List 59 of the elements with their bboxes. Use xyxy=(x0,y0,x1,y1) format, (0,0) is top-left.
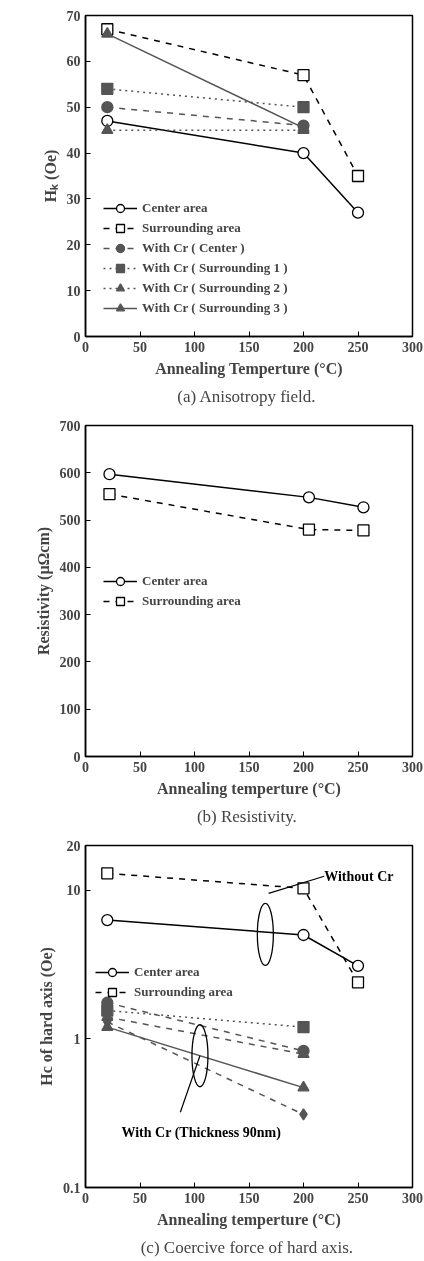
x-axis-title: Annealing temperture (°C) xyxy=(157,1210,341,1229)
x-tick-label: 100 xyxy=(184,339,205,355)
x-tick-label: 300 xyxy=(402,759,423,775)
legend-label: Surrounding area xyxy=(142,219,241,237)
annotation: Without Cr xyxy=(324,868,394,884)
text: (b) Resistivity. xyxy=(196,806,297,826)
x-tick-label: 200 xyxy=(293,339,314,355)
x-tick-label: 250 xyxy=(347,339,369,355)
y-axis-title: Hₖ (Oe) xyxy=(41,149,60,203)
x-tick-label: 250 xyxy=(347,1190,369,1206)
legend-label: With Cr ( Surrounding 2 ) xyxy=(142,279,288,297)
x-tick-label: 150 xyxy=(238,339,260,355)
y-tick-label: 700 xyxy=(59,418,81,434)
x-tick-label: 100 xyxy=(184,1190,205,1206)
y-tick-label: 500 xyxy=(59,513,81,529)
y-tick-label: 0 xyxy=(73,329,81,345)
y-tick-label: 300 xyxy=(59,607,81,623)
x-tick-label: 100 xyxy=(184,759,205,775)
y-tick-label: 400 xyxy=(59,560,81,576)
y-tick-label: 10 xyxy=(66,883,81,899)
legend-label: Surrounding area xyxy=(142,591,241,610)
x-tick-label: 200 xyxy=(293,759,314,775)
x-tick-label: 200 xyxy=(293,1190,314,1206)
x-tick-label: 150 xyxy=(238,1190,260,1206)
y-tick-label: 70 xyxy=(66,8,81,24)
text: (c) Coercive force of hard axis. xyxy=(140,1237,354,1257)
x-tick-label: 250 xyxy=(347,759,369,775)
x-tick-label: 50 xyxy=(133,1190,147,1206)
legend-label: Center area xyxy=(142,571,208,590)
legend-label: Surrounding area xyxy=(134,983,233,1001)
legend-label: With Cr ( Surrounding 3 ) xyxy=(142,299,288,317)
x-tick-label: 300 xyxy=(402,339,423,355)
y-tick-label: 20 xyxy=(66,838,81,854)
y-tick-label: 0.1 xyxy=(63,1180,81,1196)
legend-label: With Cr ( Surrounding 1 ) xyxy=(142,259,288,277)
y-tick-label: 20 xyxy=(66,237,81,253)
annotation: With Cr (Thickness 90nm) xyxy=(121,1125,282,1142)
y-tick-label: 10 xyxy=(66,283,81,299)
y-tick-label: 200 xyxy=(59,654,81,670)
y-tick-label: 0 xyxy=(73,749,81,765)
y-axis-title: Resistivity (μΩcm) xyxy=(34,526,53,656)
y-axis-title: Hc of hard axis (Oe) xyxy=(38,947,56,1086)
y-tick-label: 60 xyxy=(66,54,81,70)
y-tick-label: 40 xyxy=(66,146,81,162)
x-tick-label: 150 xyxy=(238,759,260,775)
text: (a) Anisotropy field. xyxy=(177,386,316,406)
x-tick-label: 50 xyxy=(133,339,147,355)
x-tick-label: 50 xyxy=(133,759,147,775)
y-tick-label: 50 xyxy=(66,100,81,116)
y-tick-label: 100 xyxy=(59,702,81,718)
legend-label: Center area xyxy=(142,199,208,217)
y-tick-label: 600 xyxy=(59,465,81,481)
y-tick-label: 30 xyxy=(66,191,81,207)
x-tick-label: 300 xyxy=(402,1190,423,1206)
legend-label: Center area xyxy=(134,963,200,981)
x-axis-title: Annealing Temperture (°C) xyxy=(155,359,343,378)
x-axis-title: Annealing temperture (°C) xyxy=(157,779,341,798)
y-tick-label: 1 xyxy=(73,1031,81,1047)
legend-label: With Cr ( Center ) xyxy=(142,239,245,257)
